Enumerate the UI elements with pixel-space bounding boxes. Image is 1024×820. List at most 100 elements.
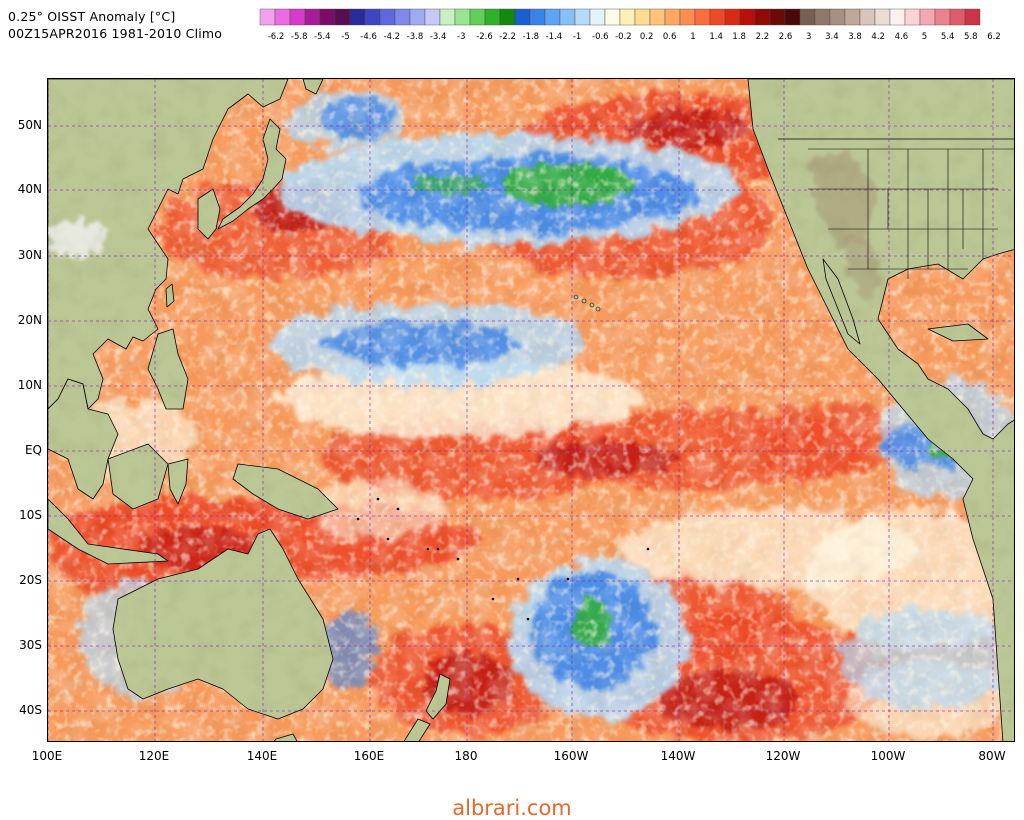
colorbar-swatch	[334, 8, 351, 26]
colorbar-swatch	[574, 8, 591, 26]
colorbar-swatch	[319, 8, 336, 26]
colorbar-swatch	[664, 8, 681, 26]
colorbar-label: 4.6	[895, 32, 909, 42]
colorbar-label: -3.8	[407, 32, 424, 42]
latitude-label: EQ	[25, 443, 42, 457]
colorbar-swatch	[379, 8, 396, 26]
colorbar-label: 1.4	[709, 32, 723, 42]
colorbar-swatch	[529, 8, 546, 26]
colorbar-label: 1	[690, 32, 695, 42]
longitude-label: 80W	[978, 749, 1005, 763]
colorbar-swatch	[829, 8, 846, 26]
longitude-label: 100E	[32, 749, 63, 763]
colorbar-swatch	[589, 8, 606, 26]
longitude-label: 120E	[139, 749, 170, 763]
colorbar-swatch	[679, 8, 696, 26]
colorbar-label: 4.2	[871, 32, 885, 42]
colorbar-label: -5.8	[291, 32, 308, 42]
colorbar-swatch	[874, 8, 891, 26]
colorbar-swatch	[709, 8, 726, 26]
colorbar-label: 5.4	[941, 32, 955, 42]
colorbar-swatch	[409, 8, 426, 26]
colorbar-swatch	[769, 8, 786, 26]
colorbar-label: 3.4	[825, 32, 839, 42]
map-subtitle: 00Z15APR2016 1981-2010 Climo	[8, 26, 223, 41]
colorbar-swatch	[304, 8, 321, 26]
map-title: 0.25° OISST Anomaly [°C]	[8, 9, 176, 24]
colorbar-swatch	[604, 8, 621, 26]
colorbar-label: -5.4	[314, 32, 331, 42]
latitude-label: 20S	[19, 573, 42, 587]
longitude-label: 140E	[247, 749, 278, 763]
colorbar-swatch	[544, 8, 561, 26]
latitude-label: 10N	[18, 378, 42, 392]
longitude-label: 100W	[871, 749, 906, 763]
colorbar-swatch	[964, 8, 981, 26]
colorbar-label: 2.2	[756, 32, 770, 42]
colorbar-swatch	[649, 8, 666, 26]
colorbar-swatch	[394, 8, 411, 26]
colorbar-swatch	[259, 8, 276, 26]
latitude-label: 40N	[18, 182, 42, 196]
colorbar-swatch	[784, 8, 801, 26]
colorbar-swatch	[739, 8, 756, 26]
colorbar-swatch	[844, 8, 861, 26]
colorbar-swatch	[904, 8, 921, 26]
colorbar-swatch	[814, 8, 831, 26]
latitude-label: 10S	[19, 508, 42, 522]
colorbar-label: -0.2	[615, 32, 632, 42]
graticule	[48, 79, 1014, 741]
colorbar-swatch	[364, 8, 381, 26]
longitude-label: 160W	[554, 749, 589, 763]
longitude-label: 120W	[766, 749, 801, 763]
colorbar-swatch	[949, 8, 966, 26]
colorbar-label: -6.2	[268, 32, 285, 42]
longitude-label: 140W	[661, 749, 696, 763]
colorbar-swatch	[439, 8, 456, 26]
colorbar-label: 5	[922, 32, 927, 42]
colorbar-swatch	[349, 8, 366, 26]
colorbar-swatch	[799, 8, 816, 26]
latitude-label: 30N	[18, 248, 42, 262]
colorbar-label: 0.6	[663, 32, 677, 42]
colorbar-swatch	[694, 8, 711, 26]
colorbar-label: 6.2	[987, 32, 1001, 42]
colorbar-swatch	[289, 8, 306, 26]
colorbar-label: -1	[573, 32, 581, 42]
watermark: albrari.com	[452, 796, 572, 820]
colorbar-label: -5	[341, 32, 349, 42]
colorbar-swatch	[274, 8, 291, 26]
colorbar-swatch	[559, 8, 576, 26]
latitude-label: 30S	[19, 638, 42, 652]
colorbar-swatch	[514, 8, 531, 26]
latitude-label: 40S	[19, 703, 42, 717]
colorbar-swatch	[724, 8, 741, 26]
colorbar-label: 5.8	[964, 32, 978, 42]
colorbar-label: 1.8	[732, 32, 746, 42]
colorbar-swatch	[454, 8, 471, 26]
land-masses	[48, 79, 1014, 741]
colorbar-swatch	[934, 8, 951, 26]
color-legend: -6.2 -5.8 -5.4 -5 -4.6 -4.2 -3.8 -3.4 -3 -2.6 -2.2…	[259, 8, 1001, 42]
latitude-label: 50N	[18, 118, 42, 132]
colorbar-swatch	[424, 8, 441, 26]
colorbar-swatch	[499, 8, 516, 26]
colorbar-label: -1.4	[546, 32, 563, 42]
latitude-label: 20N	[18, 313, 42, 327]
colorbar-label: 0.2	[640, 32, 654, 42]
colorbar-swatch	[859, 8, 876, 26]
colorbar-label: 3	[806, 32, 811, 42]
colorbar-swatch	[889, 8, 906, 26]
colorbar-swatch	[919, 8, 936, 26]
colorbar-label: -1.8	[523, 32, 540, 42]
longitude-label: 180	[455, 749, 478, 763]
colorbar-label: -0.6	[592, 32, 609, 42]
colorbar-label: -3	[457, 32, 465, 42]
colorbar-label: -2.2	[499, 32, 516, 42]
colorbar-swatch	[469, 8, 486, 26]
colorbar-label: -4.6	[360, 32, 377, 42]
colorbar-label: -3.4	[430, 32, 447, 42]
colorbar-swatch	[619, 8, 636, 26]
colorbar-swatch	[634, 8, 651, 26]
colorbar-label: -4.2	[384, 32, 401, 42]
